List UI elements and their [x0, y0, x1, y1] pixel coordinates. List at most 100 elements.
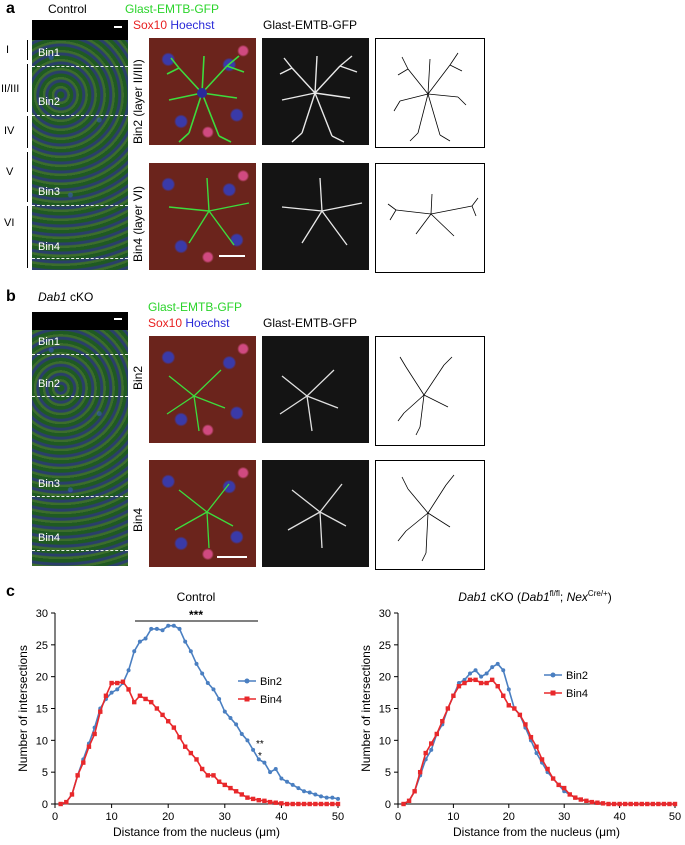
control-point-bin4 — [154, 706, 160, 711]
control-chart-title: Control — [177, 590, 216, 604]
control-point-bin2 — [313, 792, 318, 797]
control-point-bin4 — [307, 801, 312, 807]
dab1-point-bin4 — [489, 677, 495, 683]
dab1-point-bin4 — [462, 680, 467, 686]
dab1-point-bin4 — [401, 801, 406, 807]
dab1-bin4-gray-image — [262, 460, 369, 567]
panel-b-title-rest: cKO — [66, 290, 94, 304]
control-point-bin2 — [166, 623, 171, 628]
control-point-bin4 — [115, 680, 120, 686]
control-point-bin2 — [205, 681, 210, 686]
control-point-bin2 — [177, 626, 182, 631]
control-xtick-label: 20 — [162, 811, 174, 823]
dab1-ylabel: Number of intersections — [359, 645, 373, 772]
dab1-point-bin4 — [645, 801, 650, 807]
control-point-bin4 — [324, 801, 329, 807]
rt-sup-2: Cre/+ — [588, 589, 608, 598]
control-point-bin4 — [216, 779, 222, 784]
control-point-bin4 — [284, 801, 290, 807]
control-xtick-label: 40 — [275, 811, 287, 823]
control-bin2-tracing — [375, 38, 485, 148]
control-point-bin4 — [149, 699, 154, 705]
control-ytick-label: 30 — [36, 608, 48, 620]
dab1-point-bin4 — [556, 782, 561, 788]
control-point-bin4 — [86, 744, 92, 749]
rt-gene-1: Dab1 — [458, 590, 487, 604]
dab1-point-bin4 — [484, 680, 489, 686]
rt-sup-1: fl/fl — [550, 589, 560, 598]
layer-v-bracket — [27, 152, 28, 202]
dab1-point-bin4 — [589, 799, 595, 805]
dab1-point-bin4 — [567, 792, 572, 797]
control-point-bin2 — [319, 794, 324, 799]
dab1-ytick-label: 20 — [379, 672, 391, 684]
control-point-bin2 — [256, 757, 261, 762]
control-point-bin2 — [302, 789, 307, 794]
dab1-point-bin4 — [650, 801, 656, 807]
control-point-bin4 — [318, 801, 324, 807]
dab1-point-bin4 — [429, 741, 434, 746]
dab1-point-bin4 — [617, 801, 622, 807]
bin4-label: Bin4 — [38, 241, 61, 253]
panel-b-title-gene: Dab1 — [38, 290, 67, 304]
dab1-point-bin4 — [562, 785, 567, 791]
panel-b-gray-title: Glast-EMTB-GFP — [263, 316, 358, 330]
dab1-legend-label-bin4: Bin4 — [566, 688, 588, 700]
dab1-point-bin4 — [467, 677, 473, 683]
control-point-bin4 — [301, 801, 307, 807]
dab1-point-bin4 — [445, 706, 451, 711]
control-point-bin4 — [250, 796, 256, 802]
control-ylabel: Number of intersections — [16, 645, 30, 772]
control-xtick-label: 0 — [52, 811, 58, 823]
b-bin2-label: Bin2 — [38, 378, 61, 390]
dab1-point-bin4 — [606, 801, 611, 807]
control-point-bin2 — [234, 722, 239, 727]
dab1-ytick-label: 15 — [379, 704, 391, 716]
control-point-bin2 — [109, 690, 114, 695]
panel-a-stain-line1: Glast-EMTB-GFP — [125, 2, 220, 16]
control-point-bin4 — [267, 799, 273, 805]
dab1-point-bin4 — [550, 776, 556, 781]
dab1-xlabel: Distance from the nucleus (μm) — [453, 825, 620, 839]
control-point-bin2 — [137, 639, 142, 644]
dab1-point-bin4 — [528, 734, 534, 740]
rt-gene-2: Dab1 — [521, 590, 550, 604]
control-point-bin2 — [273, 766, 278, 771]
control-point-bin2 — [149, 626, 154, 631]
dab1-point-bin4 — [523, 722, 528, 727]
dab1-bin4-merged-image — [149, 460, 256, 567]
control-point-bin4 — [335, 801, 341, 807]
dab1-point-bin4 — [512, 706, 517, 711]
control-point-bin4 — [75, 773, 80, 778]
b-bin1-label: Bin1 — [38, 336, 61, 348]
panel-a-gray-title: Glast-EMTB-GFP — [263, 18, 358, 32]
dab1-point-bin4 — [595, 800, 600, 805]
dab1-legend-marker — [550, 690, 556, 696]
control-point-bin2 — [200, 671, 205, 676]
control-point-bin2 — [279, 776, 284, 781]
dab1-point-bin2 — [501, 668, 506, 673]
control-ytick-label: 5 — [42, 767, 48, 779]
control-ytick-label: 0 — [42, 799, 48, 811]
sox10-label: Sox10 — [133, 18, 168, 32]
astrocyte-green-trace — [166, 55, 245, 143]
panel-a-letter: a — [6, 0, 15, 17]
control-point-bin2 — [290, 782, 295, 787]
control-point-bin2 — [307, 790, 312, 795]
dab1-legend-label-bin2: Bin2 — [566, 670, 588, 682]
dab1-point-bin4 — [672, 801, 678, 807]
control-point-bin4 — [120, 679, 126, 684]
dab1-point-bin2 — [506, 687, 511, 692]
dab1-point-bin4 — [661, 801, 667, 807]
significance-one-star: * — [258, 751, 262, 762]
panel-b-letter: b — [6, 288, 16, 305]
control-point-bin4 — [137, 693, 143, 698]
layer-iv-bracket — [27, 116, 28, 148]
dab1-point-bin4 — [545, 766, 550, 772]
layer-v-label: V — [6, 166, 14, 178]
dab1-xtick-label: 40 — [613, 811, 625, 823]
control-cortex-image: Bin1 Bin2 Bin3 Bin4 — [32, 20, 128, 270]
control-chart: Control *** ** * 0 5 10 15 20 25 30 0 10 20 30 40 50… — [16, 590, 344, 839]
control-point-bin2 — [262, 760, 267, 765]
control-point-bin4 — [233, 789, 239, 794]
